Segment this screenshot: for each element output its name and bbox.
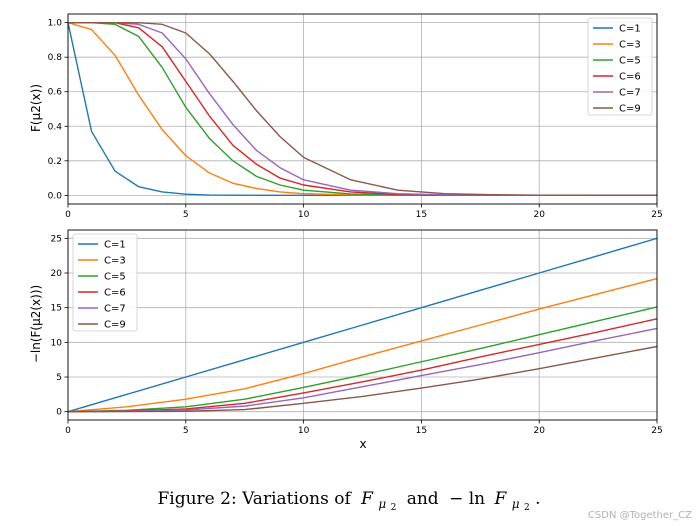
series-line-c-9 [68, 21, 658, 197]
x-tick-label: 15 [416, 426, 427, 436]
legend-label: C=9 [619, 104, 641, 115]
figure-caption: Figure 2: Variations of F μ 2 and − ln F… [157, 489, 540, 515]
plot-frame [67, 229, 658, 421]
series-line-c-1 [67, 22, 657, 197]
legend-label: C=3 [104, 256, 126, 267]
legend-label: C=7 [104, 304, 126, 315]
caption-period: . [535, 489, 540, 509]
series-line-c-3 [67, 21, 657, 197]
legend-label: C=6 [619, 72, 641, 83]
legend-label: C=5 [104, 272, 126, 283]
caption-sub2: 2 [524, 503, 530, 513]
legend-label: C=7 [619, 88, 641, 99]
caption-negln: − ln [449, 489, 485, 509]
legend-box [587, 17, 653, 116]
legend: C=1 C=3 C=5 C=6 C=7 C=9 [587, 17, 653, 116]
caption-and: and [407, 489, 439, 509]
series-line-c-1 [67, 237, 658, 413]
y-tick-label: 0.2 [48, 157, 62, 167]
y-tick-label: 0 [56, 408, 62, 418]
caption-mu1: μ [378, 497, 386, 511]
x-tick-label: 0 [65, 426, 71, 436]
series-line-c-7 [68, 21, 657, 197]
caption-mu2: μ [512, 497, 520, 511]
y-tick-label: 0.8 [48, 53, 63, 63]
caption-prefix: Figure 2: Variations of [157, 489, 352, 509]
x-tick-label: 0 [65, 210, 71, 220]
x-axis-label: x [359, 437, 366, 451]
legend-label: C=5 [619, 56, 641, 67]
series-line-c-6 [68, 21, 657, 197]
series-line-c-3 [67, 277, 658, 413]
y-tick-label: 10 [51, 338, 63, 348]
x-tick-label: 15 [416, 210, 427, 220]
series-line-c-6 [67, 318, 658, 413]
series-line-c-7 [67, 327, 658, 413]
y-tick-label: 0.6 [48, 88, 63, 98]
x-tick-label: 20 [533, 426, 545, 436]
legend-label: C=3 [619, 40, 641, 51]
x-tick-label: 25 [651, 426, 662, 436]
y-tick-label: 5 [56, 373, 62, 383]
legend-label: C=9 [104, 320, 126, 331]
caption-f1: F [360, 489, 374, 509]
y-axis-label-top-text: F(μ2(x)) [29, 84, 43, 132]
legend-label: C=1 [619, 24, 641, 35]
legend-box [72, 233, 138, 332]
y-axis-label-bottom-text: −ln(F(μ2(x))) [29, 285, 43, 363]
y-tick-label: 20 [51, 269, 63, 279]
caption-f2: F [494, 489, 508, 509]
y-tick-label: 15 [51, 304, 62, 314]
y-axis-label-bottom: −ln(F(μ2(x))) [29, 285, 43, 363]
plot-frame [67, 13, 658, 205]
plot-bottom-neglog: 0 5 10 15 20 25 0 5 10 15 20 25 C=1 C=3 C=5 C=6 C=7 C=9 [51, 229, 663, 436]
x-tick-label: 25 [651, 210, 662, 220]
series-line-c-5 [68, 21, 657, 197]
x-tick-label: 10 [298, 210, 310, 220]
y-tick-label: 0.0 [48, 191, 63, 201]
y-tick-label: 1.0 [48, 19, 63, 29]
y-axis-label-top: F(μ2(x)) [29, 84, 43, 132]
y-tick-label: 25 [51, 234, 62, 244]
x-tick-label: 5 [183, 210, 189, 220]
plot-top-cdf: 0 5 10 15 20 25 0.0 0.2 0.4 0.6 0.8 1.0 C=1 C=3 C=5 C=6… [48, 13, 663, 220]
x-tick-label: 5 [183, 426, 189, 436]
legend-label: C=6 [104, 288, 126, 299]
caption-sub1: 2 [391, 503, 397, 513]
series-line-c-5 [67, 306, 658, 413]
series-line-c-9 [67, 345, 658, 413]
watermark: CSDN @Together_CZ [588, 510, 692, 521]
legend-label: C=1 [104, 240, 126, 251]
x-tick-label: 20 [533, 210, 545, 220]
legend: C=1 C=3 C=5 C=6 C=7 C=9 [72, 233, 138, 332]
x-tick-label: 10 [298, 426, 310, 436]
y-tick-label: 0.4 [48, 122, 63, 132]
